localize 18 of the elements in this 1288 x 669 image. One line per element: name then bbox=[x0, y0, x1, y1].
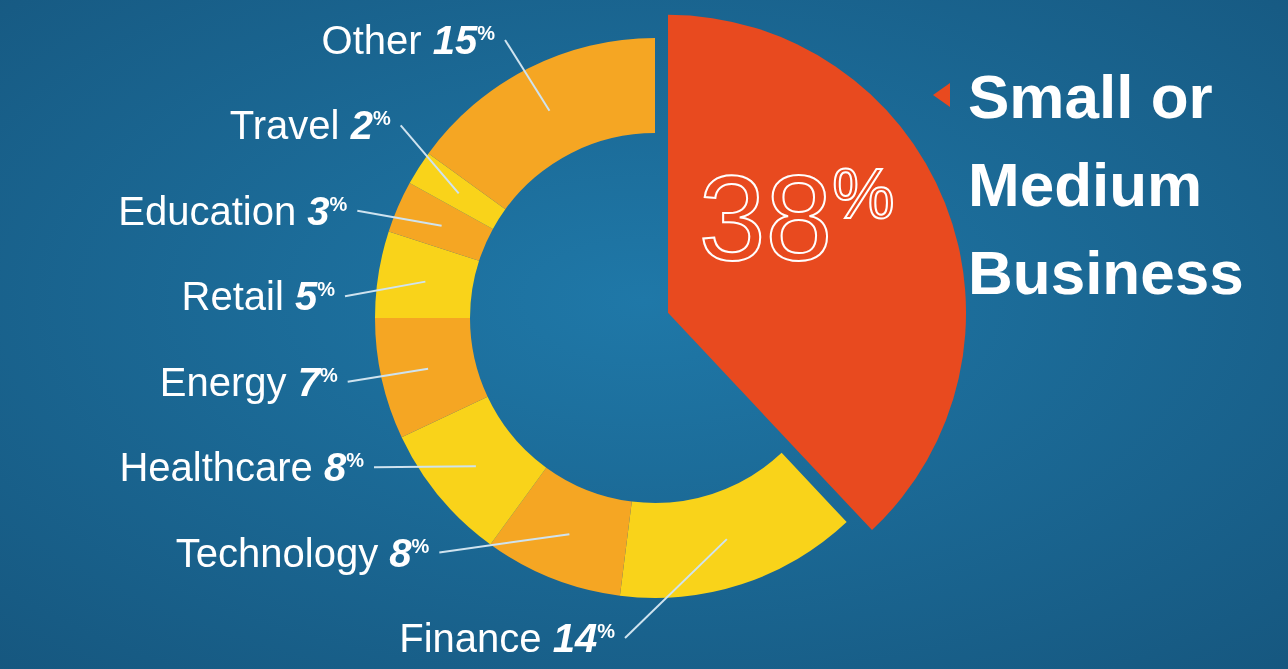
slice-label: Travel bbox=[229, 103, 340, 148]
slice-label: Other bbox=[321, 18, 422, 62]
data-label: 8$^{%}$ bbox=[323, 445, 365, 490]
data-label: 7$^{%}$ bbox=[297, 359, 338, 404]
data-label: 8$^{%}$ bbox=[389, 530, 430, 575]
data-label: 38$^{%}$ bbox=[698, 150, 895, 285]
slice-label: Energy bbox=[159, 359, 287, 404]
data-label: 2$^{%}$ bbox=[349, 103, 391, 148]
slice-label: Finance bbox=[399, 616, 542, 660]
data-label: 15$^{%}$ bbox=[432, 18, 496, 62]
data-label: 3$^{%}$ bbox=[307, 188, 348, 233]
slice-label: Healthcare bbox=[119, 445, 313, 490]
slice-label: Education bbox=[118, 188, 297, 233]
slice-label: Technology bbox=[175, 530, 379, 575]
legend-label: Small or Medium Business bbox=[968, 62, 1244, 307]
data-label: 14$^{%}$ bbox=[552, 616, 616, 660]
data-label: 5$^{%}$ bbox=[294, 274, 336, 319]
slice-label: Retail bbox=[181, 274, 284, 319]
